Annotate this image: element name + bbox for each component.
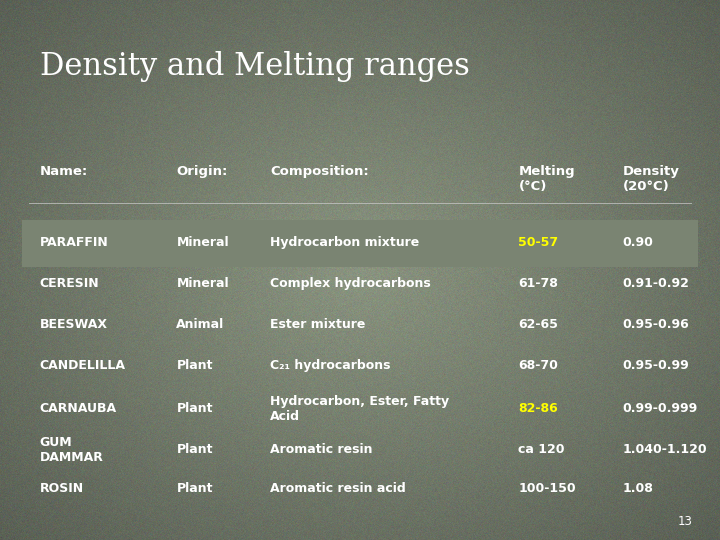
Bar — [22, 220, 698, 267]
Text: 61-78: 61-78 — [518, 277, 558, 290]
Text: Density and Melting ranges: Density and Melting ranges — [40, 51, 469, 82]
Text: 0.95-0.96: 0.95-0.96 — [623, 318, 690, 331]
Text: Plant: Plant — [176, 443, 213, 456]
Text: Hydrocarbon mixture: Hydrocarbon mixture — [270, 236, 419, 249]
Text: Hydrocarbon, Ester, Fatty
Acid: Hydrocarbon, Ester, Fatty Acid — [270, 395, 449, 423]
Text: C₂₁ hydrocarbons: C₂₁ hydrocarbons — [270, 359, 390, 372]
Text: Plant: Plant — [176, 359, 213, 372]
Text: Plant: Plant — [176, 482, 213, 495]
Text: Aromatic resin: Aromatic resin — [270, 443, 372, 456]
Text: Plant: Plant — [176, 402, 213, 415]
Text: 0.95-0.99: 0.95-0.99 — [623, 359, 690, 372]
Text: Animal: Animal — [176, 318, 225, 331]
Text: ROSIN: ROSIN — [40, 482, 84, 495]
Text: Melting
(°C): Melting (°C) — [518, 165, 575, 193]
Text: 82-86: 82-86 — [518, 402, 558, 415]
Text: CARNAUBA: CARNAUBA — [40, 402, 117, 415]
Text: GUM
DAMMAR: GUM DAMMAR — [40, 436, 104, 464]
Text: Density
(20°C): Density (20°C) — [623, 165, 680, 193]
Text: Origin:: Origin: — [176, 165, 228, 178]
Text: CANDELILLA: CANDELILLA — [40, 359, 125, 372]
Text: PARAFFIN: PARAFFIN — [40, 236, 108, 249]
Text: Complex hydrocarbons: Complex hydrocarbons — [270, 277, 431, 290]
Text: Ester mixture: Ester mixture — [270, 318, 365, 331]
Text: Mineral: Mineral — [176, 236, 229, 249]
Text: 0.99-0.999: 0.99-0.999 — [623, 402, 698, 415]
Text: BEESWAX: BEESWAX — [40, 318, 107, 331]
Text: 50-57: 50-57 — [518, 236, 559, 249]
Text: Composition:: Composition: — [270, 165, 369, 178]
Text: CERESIN: CERESIN — [40, 277, 99, 290]
Text: Name:: Name: — [40, 165, 88, 178]
Text: 0.90: 0.90 — [623, 236, 654, 249]
Text: 68-70: 68-70 — [518, 359, 558, 372]
Text: 62-65: 62-65 — [518, 318, 558, 331]
Text: 13: 13 — [678, 515, 693, 528]
Text: 100-150: 100-150 — [518, 482, 576, 495]
Text: 1.040-1.120: 1.040-1.120 — [623, 443, 708, 456]
Text: Mineral: Mineral — [176, 277, 229, 290]
Text: 0.91-0.92: 0.91-0.92 — [623, 277, 690, 290]
Text: ca 120: ca 120 — [518, 443, 565, 456]
Text: Aromatic resin acid: Aromatic resin acid — [270, 482, 406, 495]
Text: 1.08: 1.08 — [623, 482, 654, 495]
